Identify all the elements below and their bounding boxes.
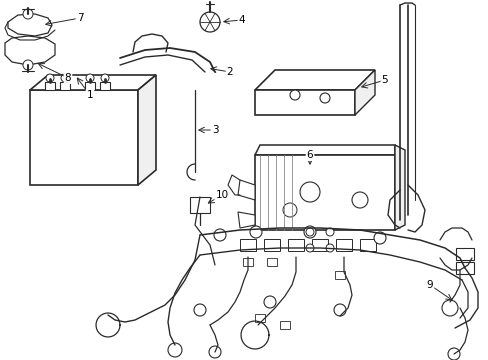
Circle shape	[214, 229, 225, 241]
Circle shape	[61, 74, 69, 82]
Text: 10: 10	[215, 190, 228, 200]
Circle shape	[23, 9, 33, 19]
Bar	[280, 321, 289, 329]
Polygon shape	[354, 70, 374, 115]
Circle shape	[319, 93, 329, 103]
Bar	[243, 258, 252, 266]
Circle shape	[264, 296, 275, 308]
Circle shape	[249, 226, 262, 238]
Bar	[266, 258, 276, 266]
Circle shape	[208, 346, 221, 358]
Circle shape	[168, 343, 182, 357]
Text: 6: 6	[306, 150, 313, 160]
Polygon shape	[238, 180, 254, 200]
Circle shape	[441, 300, 457, 316]
Bar	[190, 197, 209, 213]
Bar	[455, 262, 473, 274]
Text: 5: 5	[381, 75, 387, 85]
Circle shape	[333, 304, 346, 316]
Bar	[311, 239, 327, 251]
Circle shape	[23, 60, 33, 70]
Polygon shape	[254, 155, 394, 230]
Circle shape	[325, 244, 333, 252]
Bar	[455, 248, 473, 260]
Bar	[85, 82, 95, 90]
Circle shape	[299, 182, 319, 202]
Circle shape	[325, 228, 333, 236]
Circle shape	[283, 203, 296, 217]
Polygon shape	[254, 90, 354, 115]
Polygon shape	[238, 212, 254, 228]
Circle shape	[304, 226, 315, 238]
Polygon shape	[254, 70, 374, 90]
Text: 9: 9	[426, 280, 432, 290]
Circle shape	[200, 12, 220, 32]
Text: 2: 2	[226, 67, 233, 77]
Polygon shape	[5, 36, 55, 65]
Circle shape	[194, 304, 205, 316]
Circle shape	[447, 348, 459, 360]
Circle shape	[305, 228, 313, 236]
Text: 7: 7	[77, 13, 83, 23]
Bar	[287, 239, 304, 251]
Circle shape	[289, 90, 299, 100]
Polygon shape	[138, 75, 156, 185]
Circle shape	[305, 244, 313, 252]
Polygon shape	[8, 14, 52, 36]
Bar	[264, 239, 280, 251]
Text: 3: 3	[211, 125, 218, 135]
Circle shape	[373, 232, 385, 244]
Circle shape	[46, 74, 54, 82]
Circle shape	[86, 74, 94, 82]
Bar	[100, 82, 110, 90]
Bar	[240, 239, 256, 251]
Bar	[254, 314, 264, 322]
Bar	[60, 82, 70, 90]
Polygon shape	[254, 145, 394, 155]
Text: 1: 1	[86, 90, 93, 100]
Text: 8: 8	[64, 73, 71, 83]
Bar	[45, 82, 55, 90]
Circle shape	[351, 192, 367, 208]
Polygon shape	[30, 75, 156, 90]
Bar	[359, 239, 375, 251]
Bar	[334, 271, 345, 279]
Bar	[30, 90, 138, 185]
Circle shape	[101, 74, 109, 82]
Text: 4: 4	[238, 15, 245, 25]
Bar	[335, 239, 351, 251]
Polygon shape	[394, 145, 404, 230]
